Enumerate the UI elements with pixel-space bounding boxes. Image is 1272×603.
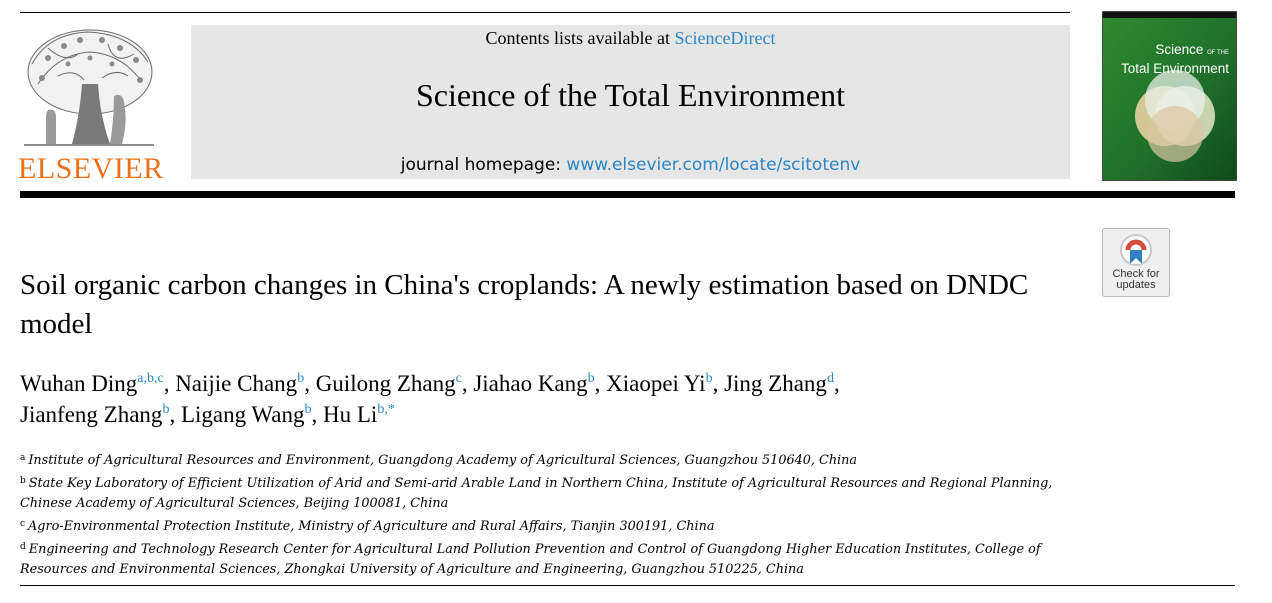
cover-title-of-the: OF THE: [1207, 50, 1229, 56]
affiliation-key: b: [20, 476, 26, 486]
cover-title-line1: Science: [1155, 42, 1204, 57]
check-line-2: updates: [1116, 279, 1156, 291]
author-name-text: Ligang Wang: [180, 402, 305, 427]
cover-artwork-icon: [1103, 12, 1236, 180]
author-name[interactable]: Xiaopei Yib,: [606, 371, 719, 396]
elsevier-logo[interactable]: ELSEVIER: [18, 24, 163, 185]
check-for-updates-label: Check for updates: [1103, 269, 1169, 291]
publisher-wordmark: ELSEVIER: [18, 152, 164, 185]
contents-availability-line: Contents lists available at ScienceDirec…: [191, 28, 1070, 49]
check-for-updates-button[interactable]: Check for updates: [1102, 228, 1170, 297]
check-line-1: Check for: [1112, 268, 1160, 280]
cover-journal-title: Science OF THE Total Environment: [1109, 42, 1229, 76]
author-name-text: Xiaopei Yi: [606, 371, 706, 396]
journal-homepage-line: journal homepage: www.elsevier.com/locat…: [191, 155, 1070, 175]
affiliation-item: d Engineering and Technology Research Cen…: [20, 537, 1070, 580]
affiliation-key: c: [20, 519, 26, 529]
article-title: Soil organic carbon changes in China's c…: [20, 269, 1029, 340]
homepage-link[interactable]: www.elsevier.com/locate/scitotenv: [566, 155, 861, 175]
affiliation-key: a: [20, 453, 26, 463]
affiliation-text: Institute of Agricultural Resources and …: [28, 453, 858, 468]
author-name[interactable]: Jing Zhangd,: [724, 371, 840, 396]
affiliation-marker[interactable]: b: [297, 371, 305, 386]
affiliation-marker[interactable]: b,*: [377, 402, 395, 417]
tree-icon: [24, 29, 154, 146]
author-name-text: Jing Zhang: [724, 371, 827, 396]
author-name[interactable]: Ligang Wangb,: [180, 402, 318, 427]
affiliation-key: d: [20, 542, 26, 552]
author-name[interactable]: Naijie Changb,: [175, 371, 310, 396]
affiliation-text: State Key Laboratory of Efficient Utiliz…: [20, 476, 1053, 511]
author-name[interactable]: Guilong Zhangc,: [315, 371, 468, 396]
homepage-prefix: journal homepage:: [400, 155, 567, 175]
affiliation-text: Agro-Environmental Protection Institute,…: [28, 519, 715, 534]
sciencedirect-link[interactable]: ScienceDirect: [674, 28, 776, 48]
header-bottom-rule: [20, 191, 1235, 198]
journal-cover-image[interactable]: Science OF THE Total Environment: [1102, 11, 1237, 181]
affiliation-marker[interactable]: c: [455, 371, 462, 386]
affiliation-marker[interactable]: b: [304, 402, 312, 417]
author-name-text: Jianfeng Zhang: [20, 402, 163, 427]
crossmark-icon: [1120, 234, 1152, 266]
journal-title[interactable]: Science of the Total Environment: [415, 77, 846, 113]
author-name-text: Wuhan Ding: [20, 371, 138, 396]
affiliation-marker[interactable]: b: [705, 371, 713, 386]
author-name[interactable]: Wuhan Dinga,b,c,: [20, 371, 170, 396]
author-name-text: Hu Li: [323, 402, 378, 427]
author-name[interactable]: Hu Lib,*: [323, 402, 395, 427]
author-name[interactable]: Jianfeng Zhangb,: [20, 402, 176, 427]
journal-banner: Contents lists available at ScienceDirec…: [191, 25, 1070, 179]
contents-prefix: Contents lists available at: [485, 28, 675, 48]
affiliation-item: a Institute of Agricultural Resources and…: [20, 448, 1070, 471]
author-name-text: Guilong Zhang: [315, 371, 456, 396]
affiliation-marker[interactable]: a,b,c: [137, 371, 164, 386]
affiliation-text: Engineering and Technology Research Cent…: [20, 542, 1041, 577]
author-name-text: Naijie Chang: [175, 371, 298, 396]
affiliations-list: a Institute of Agricultural Resources and…: [20, 448, 1070, 580]
cover-title-line2: Total Environment: [1120, 61, 1229, 76]
affiliation-marker[interactable]: b: [162, 402, 170, 417]
affiliation-marker[interactable]: d: [826, 371, 834, 386]
author-name[interactable]: Jiahao Kangb,: [473, 371, 601, 396]
affiliation-item: b State Key Laboratory of Efficient Utili…: [20, 471, 1070, 514]
affiliation-item: c Agro-Environmental Protection Institute…: [20, 514, 1070, 537]
header-top-rule: [20, 12, 1070, 13]
author-list: Wuhan Dinga,b,c, Naijie Changb, Guilong …: [20, 368, 1100, 430]
section-divider: [20, 585, 1235, 586]
author-name-text: Jiahao Kang: [473, 371, 588, 396]
affiliation-marker[interactable]: b: [587, 371, 595, 386]
